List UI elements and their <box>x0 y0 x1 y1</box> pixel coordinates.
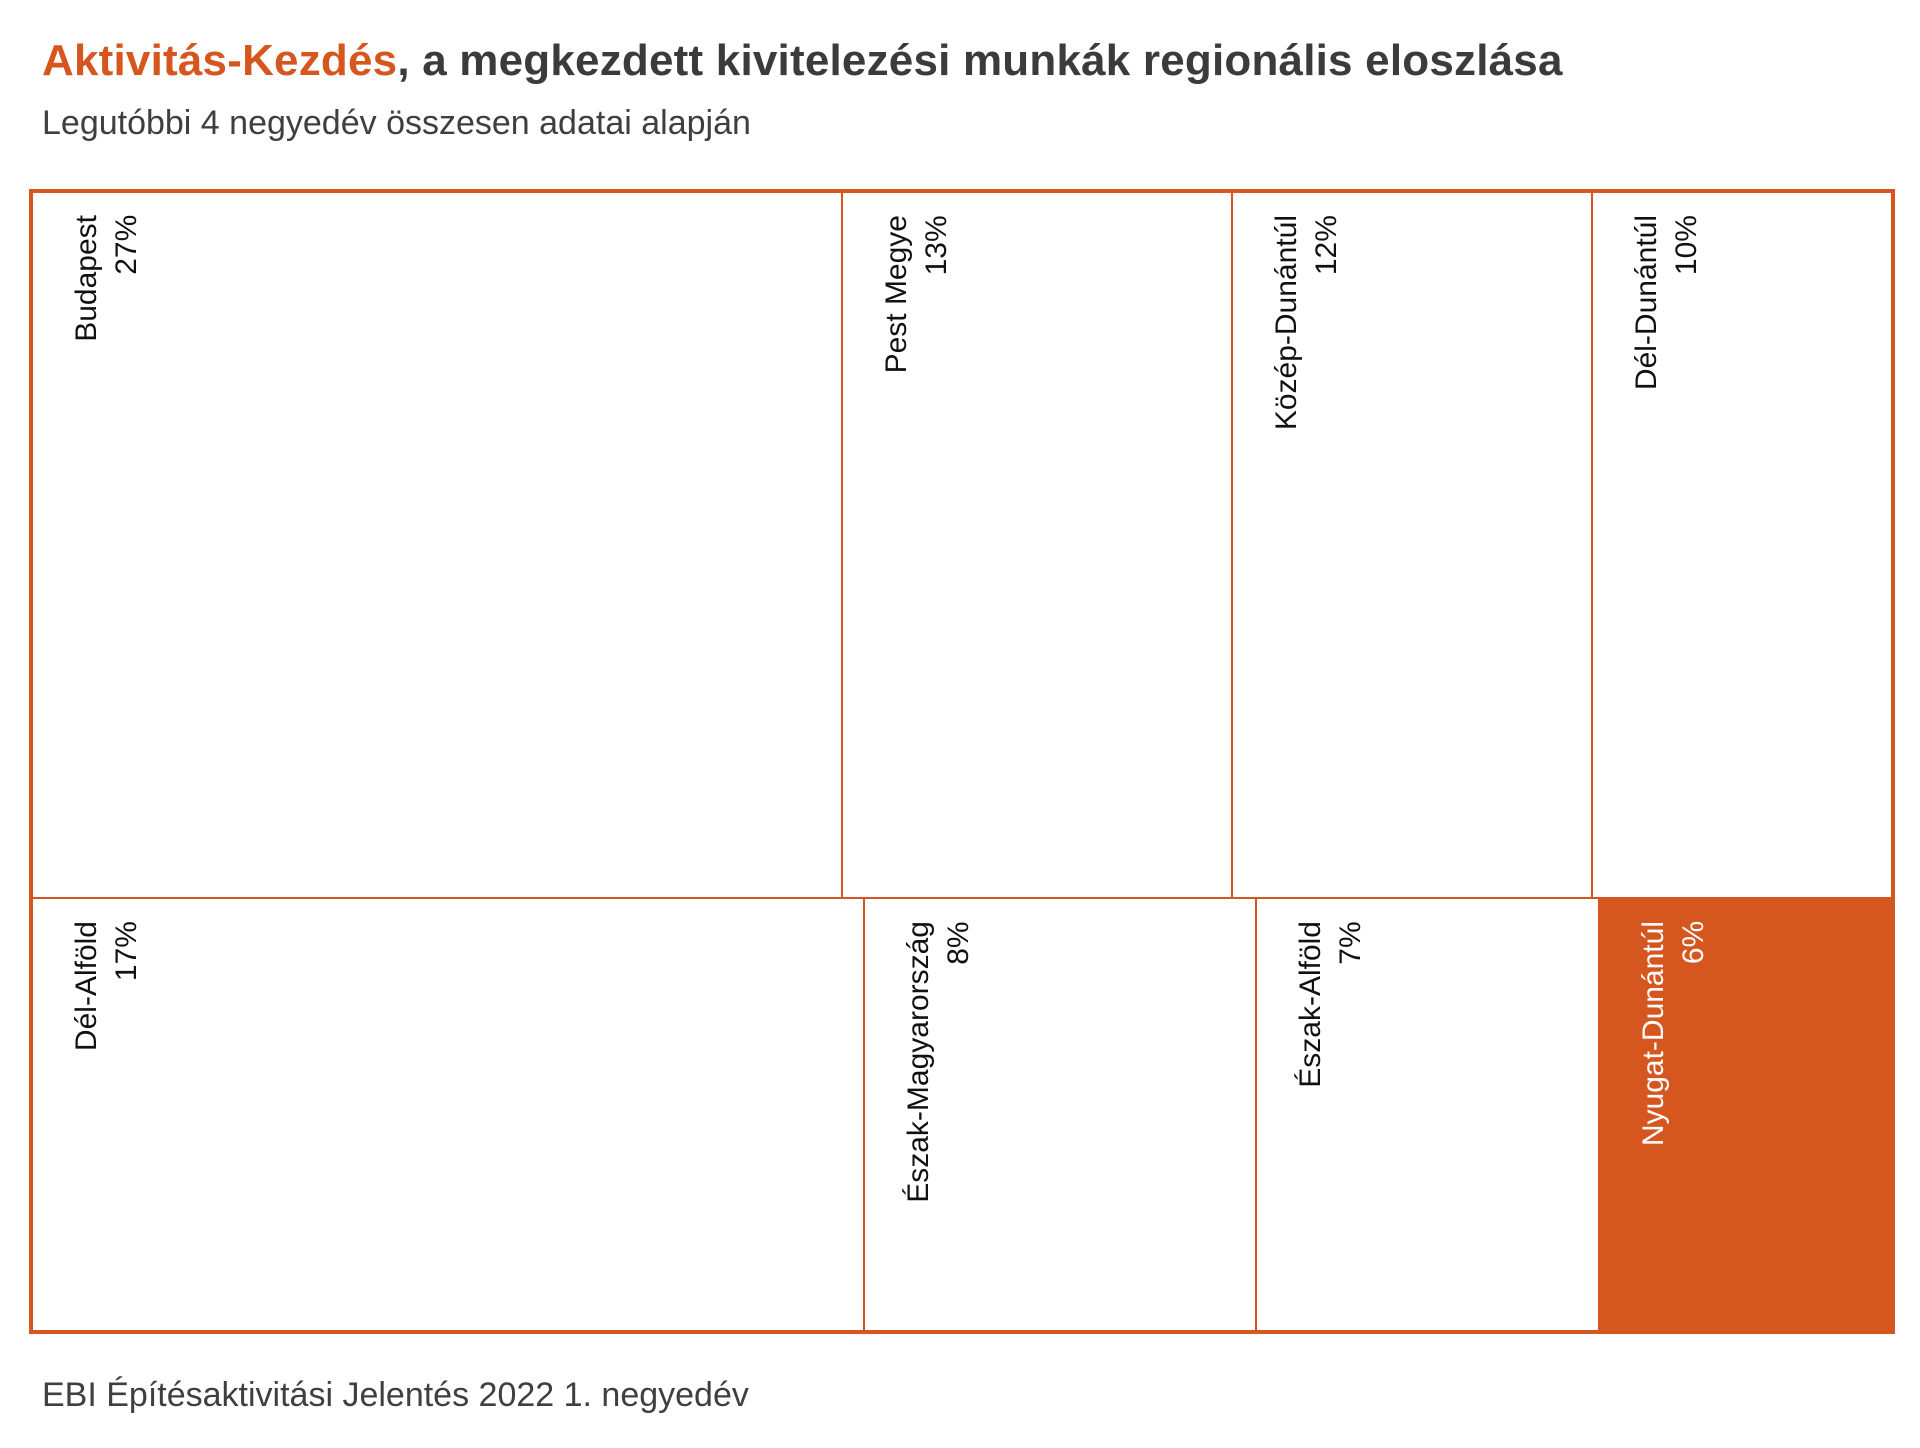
treemap-cell-del-alfold: Dél-Alföld 17% <box>32 898 864 1331</box>
region-name: Budapest <box>70 215 103 342</box>
region-value: 7% <box>1334 921 1367 965</box>
treemap-label: Pest Megye 13% <box>877 215 957 373</box>
region-name: Közép-Dunántúl <box>1270 215 1303 431</box>
chart-title: Aktivitás-Kezdés, a megkezdett kivitelez… <box>42 36 1563 86</box>
treemap-label: Budapest 27% <box>67 215 147 342</box>
region-value: 27% <box>110 215 143 276</box>
region-value: 8% <box>942 921 975 965</box>
treemap-cell-budapest: Budapest 27% <box>32 192 842 898</box>
chart-title-accent: Aktivitás-Kezdés <box>42 36 398 85</box>
chart-subtitle: Legutóbbi 4 negyedév összesen adatai ala… <box>42 104 751 142</box>
region-value: 10% <box>1670 215 1703 276</box>
region-name: Észak-Magyarország <box>902 921 935 1203</box>
region-name: Dél-Dunántúl <box>1630 215 1663 391</box>
region-value: 17% <box>110 921 143 982</box>
treemap-cell-nyugat-dunantul: Nyugat-Dunántúl 6% <box>1599 898 1892 1331</box>
treemap-label: Dél-Dunántúl 10% <box>1627 215 1707 390</box>
treemap-label: Észak-Alföld 7% <box>1291 921 1371 1088</box>
chart-title-rest: , a megkezdett kivitelezési munkák regio… <box>397 36 1563 85</box>
region-name: Nyugat-Dunántúl <box>1637 921 1670 1147</box>
treemap-label: Dél-Alföld 17% <box>67 921 147 1051</box>
treemap-label: Közép-Dunántúl 12% <box>1267 215 1347 430</box>
region-value: 12% <box>1310 215 1343 276</box>
chart-source: EBI Építésaktivitási Jelentés 2022 1. ne… <box>42 1376 749 1414</box>
treemap-cell-eszak-magyarorszag: Észak-Magyarország 8% <box>864 898 1256 1331</box>
treemap-cell-del-dunantul: Dél-Dunántúl 10% <box>1592 192 1892 898</box>
treemap-label: Nyugat-Dunántúl 6% <box>1634 921 1714 1146</box>
region-value: 6% <box>1677 921 1710 965</box>
region-name: Észak-Alföld <box>1294 921 1327 1088</box>
region-value: 13% <box>920 215 953 276</box>
region-name: Pest Megye <box>880 215 913 374</box>
treemap-chart: Budapest 27% Pest Megye 13% Közép-Dunántúl 12… <box>29 189 1895 1334</box>
treemap-cell-pest-megye: Pest Megye 13% <box>842 192 1232 898</box>
treemap-cell-eszak-alfold: Észak-Alföld 7% <box>1256 898 1599 1331</box>
region-name: Dél-Alföld <box>70 921 103 1052</box>
treemap-cell-kozep-dunantul: Közép-Dunántúl 12% <box>1232 192 1592 898</box>
treemap-label: Észak-Magyarország 8% <box>899 921 979 1203</box>
